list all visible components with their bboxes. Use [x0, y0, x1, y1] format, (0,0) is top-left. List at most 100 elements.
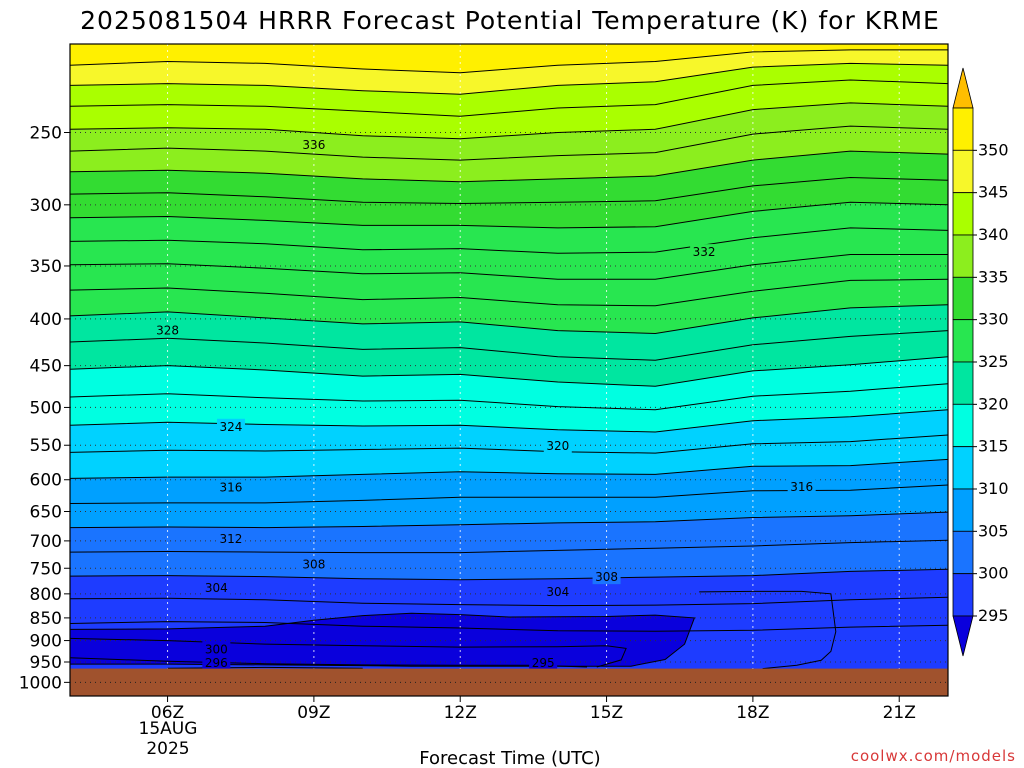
contour-line	[70, 150, 948, 183]
colorbar-cell	[952, 276, 974, 320]
y-tick-label: 750	[30, 559, 62, 579]
contour-line	[70, 511, 948, 529]
plot-area	[70, 44, 948, 696]
colorbar-cell	[952, 234, 974, 278]
band-fill	[70, 80, 948, 139]
contour-line	[167, 666, 363, 669]
band-fill	[70, 102, 948, 161]
band-fill	[70, 512, 948, 553]
date-label-day: 15AUG	[139, 719, 198, 739]
contour-label-bg	[543, 437, 572, 453]
contour-label: 332	[693, 245, 716, 259]
y-tick-label: 350	[30, 257, 62, 277]
band-fill	[70, 569, 948, 606]
colorbar-label: 320	[978, 394, 1009, 413]
contour-line	[70, 227, 948, 254]
band-fill	[70, 356, 948, 410]
contour-line	[70, 62, 948, 95]
y-tick-label: 850	[30, 609, 62, 629]
contour-label: 304	[205, 581, 228, 595]
contour-line	[70, 79, 948, 117]
contour-line	[70, 330, 948, 361]
y-tick-label: 500	[30, 398, 62, 418]
contour-line	[70, 254, 948, 280]
contour-label: 328	[156, 324, 179, 338]
contour-line	[70, 434, 948, 454]
contour-label: 295	[532, 656, 555, 670]
contour-label-bg	[299, 136, 328, 152]
contour-line	[70, 409, 948, 433]
colorbar: 295 300 305 310 315 320 325 330 335 340 345 350	[952, 67, 1009, 657]
y-tick-label: 1000	[19, 673, 62, 693]
band-fill	[70, 227, 948, 280]
x-tick-label: 12Z	[444, 703, 477, 723]
y-tick-label: 250	[30, 124, 62, 144]
contour-label-bg	[202, 654, 231, 670]
y-tick-label: 950	[30, 653, 62, 673]
contour-line	[70, 278, 948, 307]
contour-line	[70, 539, 948, 554]
x-axis-ticks: 06Z 09Z 12Z 15Z 18Z 21Z	[151, 696, 916, 723]
band-fill	[70, 44, 948, 73]
colorbar-cell	[952, 573, 974, 617]
contour-line	[70, 102, 948, 140]
band-fill	[70, 459, 948, 504]
x-axis-label: Forecast Time (UTC)	[419, 748, 600, 768]
band-fill	[70, 202, 948, 254]
colorbar-label: 350	[978, 140, 1009, 159]
contour-label: 308	[595, 570, 618, 584]
contour-line	[70, 383, 948, 411]
contour-label: 308	[302, 558, 325, 572]
colorbar-label: 315	[978, 437, 1009, 456]
y-tick-label: 700	[30, 532, 62, 552]
x-tick-label: 18Z	[736, 703, 769, 723]
colorbar-label: 310	[978, 479, 1009, 498]
contour-label-bg	[216, 531, 245, 547]
plot-frame	[69, 43, 949, 697]
contour-label: 316	[790, 480, 813, 494]
colorbar-label: 330	[978, 310, 1009, 329]
colorbar-label: 295	[978, 606, 1009, 625]
colorbar-cell	[952, 149, 974, 194]
x-tick-label: 06Z	[151, 703, 184, 723]
band-fill	[70, 279, 948, 334]
contour-line	[70, 612, 696, 667]
x-tick-label: 21Z	[883, 703, 916, 723]
contour-label: 296	[205, 656, 228, 670]
colorbar-label: 340	[978, 225, 1009, 244]
colorbar-label: 325	[978, 352, 1009, 371]
colorbar-cell	[952, 446, 974, 490]
y-tick-label: 650	[30, 502, 62, 522]
contour-label: 336	[302, 138, 325, 152]
contour-line	[70, 356, 948, 387]
x-tick-label: 09Z	[297, 703, 330, 723]
colorbar-label: 335	[978, 267, 1009, 286]
colorbar-cell	[952, 615, 974, 657]
surface-ground	[70, 668, 948, 696]
chart-title: 2025081504 HRRR Forecast Potential Tempe…	[80, 6, 940, 35]
contour-label-bg	[592, 569, 621, 585]
y-tick-label: 400	[30, 310, 62, 330]
colorbar-cell	[952, 192, 974, 236]
contour-label: 312	[220, 532, 243, 546]
y-tick-label: 600	[30, 471, 62, 491]
contour-line	[70, 49, 948, 74]
contour-label-bg	[202, 641, 231, 657]
contour-label-bg	[216, 479, 245, 495]
band-fill	[70, 330, 948, 387]
y-tick-label: 300	[30, 196, 62, 216]
date-label-year: 2025	[146, 739, 189, 759]
colorbar-label: 305	[978, 521, 1009, 540]
contour-label-bg	[529, 654, 558, 670]
colorbar-cell	[952, 530, 974, 574]
contour-line	[70, 201, 948, 229]
contour-line	[699, 590, 837, 670]
y-tick-label: 900	[30, 632, 62, 652]
contour-label: 324	[220, 420, 243, 434]
contour-label: 320	[546, 439, 569, 453]
band-fill	[70, 126, 948, 182]
band-fill	[70, 304, 948, 361]
contour-label: 300	[205, 642, 228, 656]
colorbar-cell	[952, 361, 974, 405]
